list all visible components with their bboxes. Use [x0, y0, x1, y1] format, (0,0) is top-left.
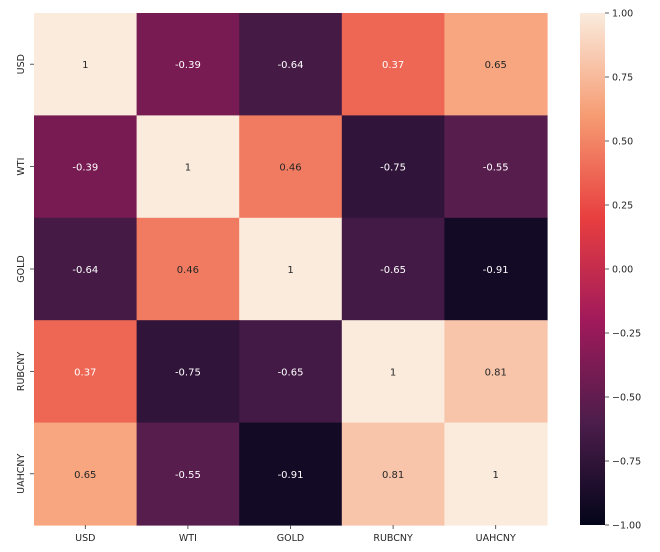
- colorbar-tick-label: −1.00: [612, 521, 641, 532]
- y-tick-label-gold: GOLD: [16, 255, 27, 282]
- cell-value-label: -0.55: [175, 470, 201, 481]
- y-tick-label-wti: WTI: [16, 158, 27, 176]
- cell-value-label: 1: [390, 367, 396, 378]
- colorbar-tick-label: −0.75: [612, 457, 641, 468]
- cell-value-label: 0.37: [382, 60, 404, 71]
- heatmap-cell-uahcny-wti: [136, 422, 240, 526]
- cell-value-label: 0.46: [177, 265, 199, 276]
- x-tick-label-gold: GOLD: [277, 533, 304, 544]
- heatmap-cell-rubcny-wti: [136, 320, 240, 424]
- colorbar-tick-label: 0.50: [612, 137, 633, 148]
- heatmap-cell-uahcny-uahcny: [444, 422, 548, 526]
- heatmap-cell-gold-uahcny: [444, 217, 548, 321]
- x-tick-label-wti: WTI: [179, 533, 197, 544]
- colorbar-tick-label: 1.00: [612, 9, 633, 20]
- colorbar: −1.00 −0.75 −0.50 −0.25 0.00 0.25 0.50 0.75 1.00: [580, 9, 641, 532]
- heatmap-cell-wti-wti: [136, 115, 240, 219]
- heatmap-cell-uahcny-usd: [34, 422, 138, 526]
- heatmap-cell-wti-uahcny: [444, 115, 548, 219]
- cell-value-label: 1: [493, 470, 499, 481]
- heatmap-cell-uahcny-gold: [239, 422, 343, 526]
- cell-value-label: 0.46: [279, 163, 301, 174]
- y-axis: USD WTI GOLD RUBCNY UAHCNY: [16, 54, 34, 494]
- cell-value-label: -0.65: [380, 265, 406, 276]
- cell-value-label: -0.75: [380, 163, 406, 174]
- colorbar-tick-label: 0.75: [612, 73, 633, 84]
- heatmap-cell-rubcny-uahcny: [444, 320, 548, 424]
- y-tick-label-rubcny: RUBCNY: [16, 351, 27, 391]
- y-tick-label-uahcny: UAHCNY: [16, 454, 27, 494]
- heatmap-cell-wti-usd: [34, 115, 138, 219]
- heatmap-cell-gold-usd: [34, 217, 138, 321]
- cell-value-label: 0.65: [74, 470, 96, 481]
- heatmap-cell-wti-rubcny: [341, 115, 445, 219]
- cell-value-label: 1: [287, 265, 293, 276]
- cell-value-label: 0.65: [485, 60, 507, 71]
- cell-value-label: 0.81: [382, 470, 404, 481]
- cell-value-label: -0.39: [72, 163, 98, 174]
- colorbar-gradient: [580, 13, 605, 525]
- colorbar-tick-label: 0.25: [612, 201, 633, 212]
- heatmap-cell-gold-gold: [239, 217, 343, 321]
- cell-value-label: -0.65: [278, 367, 304, 378]
- heatmap-cells: [34, 13, 548, 526]
- x-tick-label-uahcny: UAHCNY: [476, 533, 516, 544]
- cell-value-label: 1: [82, 60, 88, 71]
- colorbar-tick-label: 0.00: [612, 265, 633, 276]
- cell-value-label: -0.55: [483, 163, 509, 174]
- heatmap-cell-rubcny-rubcny: [341, 320, 445, 424]
- heatmap-cell-wti-gold: [239, 115, 343, 219]
- heatmap-cell-usd-gold: [239, 13, 343, 116]
- cell-value-label: -0.64: [72, 265, 98, 276]
- heatmap-cell-rubcny-usd: [34, 320, 138, 424]
- cell-value-label: -0.75: [175, 367, 201, 378]
- cell-value-label: 0.81: [485, 367, 507, 378]
- heatmap-cell-usd-uahcny: [444, 13, 548, 116]
- heatmap-cell-gold-wti: [136, 217, 240, 321]
- cell-value-label: 1: [185, 163, 191, 174]
- heatmap-cell-rubcny-gold: [239, 320, 343, 424]
- cell-value-label: -0.91: [278, 470, 304, 481]
- heatmap-cell-uahcny-rubcny: [341, 422, 445, 526]
- x-tick-label-usd: USD: [75, 533, 95, 544]
- heatmap-cell-gold-rubcny: [341, 217, 445, 321]
- cell-value-label: -0.91: [483, 265, 509, 276]
- cell-value-labels: 1 -0.39 -0.64 0.37 0.65 -0.39 1 0.46 -0.75 -0.55 -…: [72, 60, 508, 481]
- cell-value-label: 0.37: [74, 367, 96, 378]
- heatmap-cell-usd-wti: [136, 13, 240, 116]
- x-tick-label-rubcny: RUBCNY: [373, 533, 413, 544]
- heatmap-cell-usd-usd: [34, 13, 138, 116]
- x-axis: USD WTI GOLD RUBCNY UAHCNY: [75, 525, 516, 544]
- colorbar-tick-label: −0.25: [612, 329, 641, 340]
- heatmap-cell-usd-rubcny: [341, 13, 445, 116]
- colorbar-tick-label: −0.50: [612, 393, 641, 404]
- cell-value-label: -0.39: [175, 60, 201, 71]
- y-tick-label-usd: USD: [16, 54, 27, 74]
- cell-value-label: -0.64: [278, 60, 304, 71]
